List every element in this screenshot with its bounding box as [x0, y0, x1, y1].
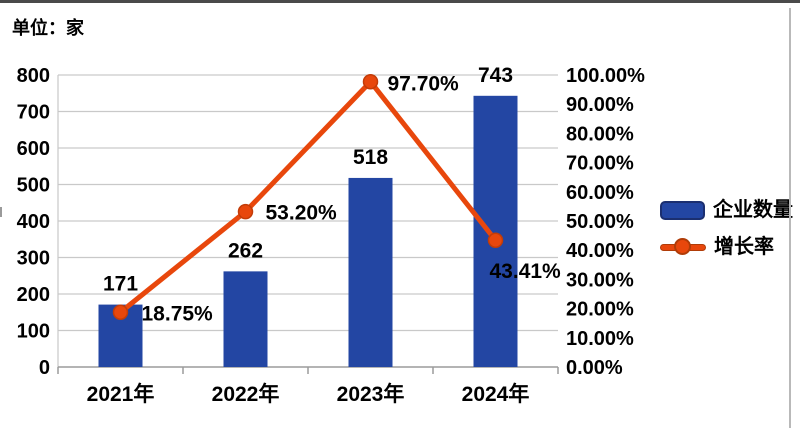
- left-axis-tick-label: 200: [17, 284, 50, 306]
- x-axis-label: 2022年: [212, 382, 280, 406]
- bar-value-label: 262: [228, 239, 263, 262]
- bar-value-label: 743: [478, 64, 513, 87]
- right-axis-tick-label: 60.00%: [566, 182, 634, 204]
- line-value-label: 43.41%: [490, 260, 562, 283]
- bar: [473, 95, 518, 368]
- bar-value-label: 518: [353, 146, 388, 169]
- left-axis-tick-label: 100: [17, 321, 50, 343]
- right-axis-tick-label: 20.00%: [566, 299, 634, 321]
- line-value-label: 53.20%: [266, 202, 338, 225]
- x-axis-label: 2023年: [337, 382, 405, 406]
- right-axis-tick-label: 10.00%: [566, 328, 634, 350]
- bar-value-label: 171: [103, 273, 138, 296]
- left-axis-tick-label: 300: [17, 248, 50, 270]
- legend-bar-swatch: [660, 200, 705, 220]
- right-axis-tick-label: 90.00%: [566, 94, 634, 116]
- left-axis-tick-label: 500: [17, 175, 50, 197]
- legend-label-line-series: 增长率: [714, 236, 774, 258]
- legend-line-swatch: [660, 234, 706, 260]
- line-marker: [112, 304, 129, 320]
- left-axis-tick-label: 400: [17, 211, 50, 233]
- axis-unit-label: 单位：家: [12, 18, 84, 38]
- x-axis-label: 2024年: [462, 382, 530, 406]
- legend: 企业数量 增长率: [660, 197, 793, 260]
- right-axis-tick-label: 40.00%: [566, 240, 634, 262]
- line-value-label: 97.70%: [388, 73, 460, 96]
- line-marker: [362, 73, 379, 90]
- line-value-label: 18.75%: [142, 302, 214, 325]
- right-axis-tick-label: 0.00%: [566, 357, 623, 379]
- bar: [223, 271, 268, 367]
- left-axis-tick-label: 800: [17, 65, 50, 87]
- right-border-line: [789, 8, 791, 428]
- growth-line: [118, 79, 498, 315]
- left-edge-artifact: [0, 207, 2, 217]
- top-border-strip: [0, 0, 800, 3]
- right-axis-tick-label: 100.00%: [566, 65, 645, 87]
- line-marker: [487, 232, 504, 248]
- legend-item-bar-series: 企业数量: [660, 197, 793, 223]
- left-axis-tick-label: 600: [17, 138, 50, 160]
- left-axis-tick-label: 0: [39, 357, 50, 379]
- right-axis-tick-label: 50.00%: [566, 211, 634, 233]
- left-axis-tick-label: 700: [17, 102, 50, 124]
- x-axis-label: 2021年: [87, 382, 155, 406]
- bar: [348, 177, 393, 367]
- right-axis-tick-label: 80.00%: [566, 123, 634, 145]
- right-axis-tick-label: 30.00%: [566, 269, 634, 291]
- legend-label-bar-series: 企业数量: [713, 199, 793, 221]
- line-marker: [237, 203, 254, 220]
- right-axis-tick-label: 70.00%: [566, 153, 634, 175]
- legend-line-marker-icon: [674, 238, 691, 255]
- legend-item-line-series: 增长率: [660, 234, 793, 260]
